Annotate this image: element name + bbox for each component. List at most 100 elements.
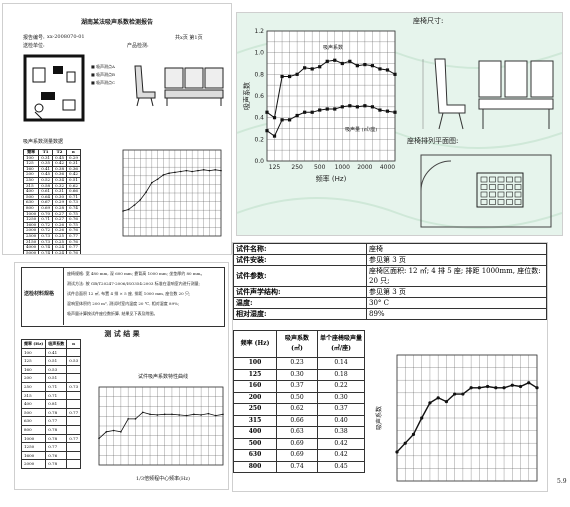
- info-value: 30° C: [366, 297, 547, 309]
- table-cell: 0.73: [66, 381, 82, 392]
- x-tick-label: 4000: [380, 164, 395, 171]
- data-point: [127, 418, 129, 420]
- chart-legend-absorption: 吸声系数: [323, 45, 344, 51]
- table-cell: 0.14: [317, 357, 365, 370]
- seat-plan-title: 座椅排列平面图:: [407, 137, 459, 145]
- table-row: 1250 0.77: [20, 442, 82, 452]
- table-cell: 0.74: [276, 460, 318, 473]
- table-cell: 0.40: [317, 414, 365, 427]
- table-row: 630 0.69 0.42: [233, 449, 365, 462]
- data-point: [310, 67, 314, 71]
- data-point: [355, 105, 359, 109]
- data-point: [287, 118, 292, 122]
- data-point: [134, 418, 137, 420]
- table-cell: 0.51: [45, 373, 68, 383]
- table-row: 2000 0.72 0.26 0.76: [22, 227, 81, 234]
- table-row: 5000 0.74 0.24 0.76: [22, 249, 81, 254]
- spec-header: 送检材料规格: [24, 291, 55, 297]
- chart-legend-area: 吸声量 (㎡/座): [345, 127, 378, 133]
- table-cell: 0.37: [276, 380, 318, 393]
- spec-box: [21, 267, 225, 327]
- table-cell: [66, 442, 82, 452]
- table-cell: 0.24: [52, 249, 67, 254]
- x-axis-label: 频率 (Hz): [316, 174, 347, 183]
- data-point: [370, 105, 375, 109]
- table-row: 250 0.62 0.37: [233, 403, 365, 416]
- report-no: xx-2008070-01: [47, 34, 85, 40]
- results-table: 频率 (Hz) 吸声系数 α 100 0.41 125 0.51 0.53 160 0.53…: [20, 339, 82, 469]
- table-row: 200 0.50 0.30: [233, 391, 365, 404]
- data-point: [156, 414, 159, 416]
- table-cell: [66, 424, 82, 435]
- data-point: [191, 170, 193, 173]
- table-row: 125 0.51 0.53: [20, 356, 82, 366]
- data-point: [527, 381, 531, 385]
- data-point: [200, 414, 202, 416]
- table-row: 250 0.71 0.73: [20, 381, 82, 392]
- table-cell: 0.74: [38, 249, 54, 254]
- data-point: [141, 411, 144, 414]
- results-title: 测 试 结 果: [104, 329, 140, 338]
- y-axis-label: 吸声系数: [242, 82, 251, 110]
- legend-item: ■ 吸声测点C: [91, 80, 116, 85]
- report-title: 湖南某法吸声系数检测报告: [80, 19, 153, 26]
- data-point: [168, 172, 170, 175]
- data-point: [303, 66, 307, 70]
- x-tick-label: 500: [314, 164, 326, 171]
- table-header: 吸声系数 (㎡): [276, 330, 318, 358]
- table-row: 4000 0.74 0.24 0.77: [22, 244, 81, 251]
- data-point: [393, 110, 397, 114]
- data-point: [303, 110, 307, 114]
- table-row: 800 0.78: [20, 424, 82, 435]
- data-point: [122, 210, 124, 212]
- table-cell: 5000: [22, 249, 40, 254]
- info-value: 参见第 3 页: [366, 286, 547, 298]
- data-point: [378, 108, 382, 112]
- y-tick-label: 0.0: [254, 158, 264, 165]
- table-cell: 125: [20, 356, 47, 366]
- seat-absorption-chart: 0.0 0.2 0.4 0.6 0.8 1.0 1.2 125 250 500 1000 2000 40…: [242, 28, 397, 183]
- data-point: [145, 191, 147, 193]
- table-header: 吸声系数: [45, 339, 68, 349]
- report-data-table: 频率 T1 T2 α 100 0.31 0.45 0.29 125 0.35 0.42 0.3…: [22, 149, 81, 254]
- data-point: [163, 413, 166, 416]
- table-cell: 0.37: [317, 403, 365, 416]
- seat-mark: [514, 176, 522, 183]
- data-point: [197, 169, 199, 172]
- data-point: [477, 386, 481, 390]
- data-point: [518, 384, 523, 389]
- series-line: [122, 169, 222, 212]
- data-point: [393, 72, 397, 76]
- data-point: [149, 413, 151, 416]
- table-cell: 630: [233, 449, 277, 462]
- data-point: [214, 414, 217, 417]
- data-point: [333, 58, 337, 62]
- table-row: 1000 0.78 0.77: [20, 433, 82, 444]
- info-label: 相对湿度:: [233, 308, 367, 320]
- data-point: [222, 413, 224, 416]
- table-row: 400 0.63 0.38: [233, 426, 365, 439]
- table-cell: 250: [233, 403, 277, 416]
- data-point: [202, 168, 205, 171]
- data-point: [510, 383, 514, 387]
- data-point: [171, 413, 173, 416]
- table-row: 800 0.74 0.45: [233, 460, 365, 473]
- data-point: [139, 199, 142, 201]
- table-row: 500 0.69 0.42: [233, 437, 365, 450]
- y-axis-label: 吸声系数: [375, 406, 383, 430]
- data-point: [340, 61, 344, 66]
- data-point: [185, 169, 188, 172]
- table-row: 2000 0.78: [20, 459, 82, 469]
- x-tick-label: 1000: [335, 164, 350, 171]
- data-point: [112, 429, 115, 432]
- data-point: [469, 386, 473, 390]
- table-cell: 0.62: [276, 403, 318, 416]
- table-cell: 0.77: [66, 433, 82, 444]
- table-cell: 0.78: [45, 424, 68, 435]
- data-point: [272, 116, 277, 120]
- table-cell: 800: [20, 424, 47, 435]
- seat-mark: [489, 191, 496, 198]
- data-point: [363, 62, 367, 67]
- table-row: 315 0.66 0.40: [233, 414, 365, 427]
